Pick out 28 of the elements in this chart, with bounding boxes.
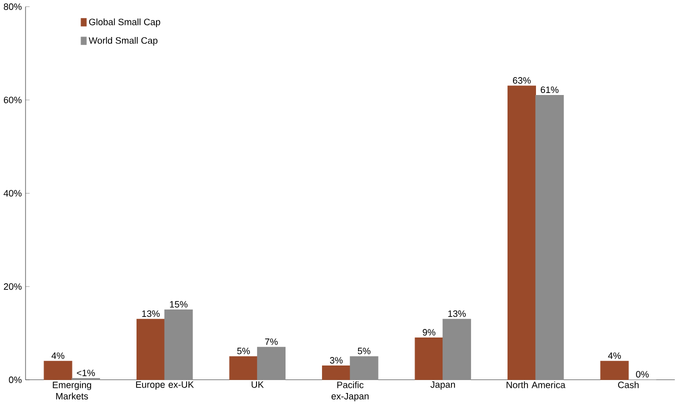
x-tick-label: Pacific ex-Japan [332, 382, 369, 402]
legend-label: Global Small Cap [89, 18, 160, 28]
y-tick-label: 60% [4, 96, 22, 104]
x-tick-label: Cash [618, 382, 639, 388]
data-label: 4% [608, 352, 621, 360]
y-tick-label: 0% [8, 376, 22, 384]
data-label: 7% [265, 338, 278, 346]
data-label: 9% [422, 329, 436, 336]
data-label: 5% [358, 348, 370, 354]
x-tick-label: Emerging Markets [52, 382, 92, 400]
y-tick-label: 20% [4, 283, 22, 290]
x-tick-label: UK [252, 382, 264, 388]
data-label: 61% [540, 86, 558, 94]
data-label: 15% [170, 301, 188, 308]
data-label: 0% [636, 371, 649, 378]
data-label: 5% [237, 348, 250, 354]
x-tick-label: Europe ex-UK [136, 382, 194, 390]
data-label: 4% [52, 352, 64, 360]
y-tick-label: 40% [4, 190, 22, 197]
data-label: 3% [330, 357, 343, 364]
legend-label: World Small Cap [88, 37, 158, 46]
data-label: 13% [448, 310, 466, 318]
x-tick-label: North America [506, 382, 566, 388]
data-label: <1% [76, 370, 95, 376]
x-tick-label: Japan [430, 382, 455, 390]
data-label: 63% [512, 77, 531, 84]
y-tick-label: 80% [4, 4, 22, 10]
data-label: 13% [142, 310, 160, 318]
